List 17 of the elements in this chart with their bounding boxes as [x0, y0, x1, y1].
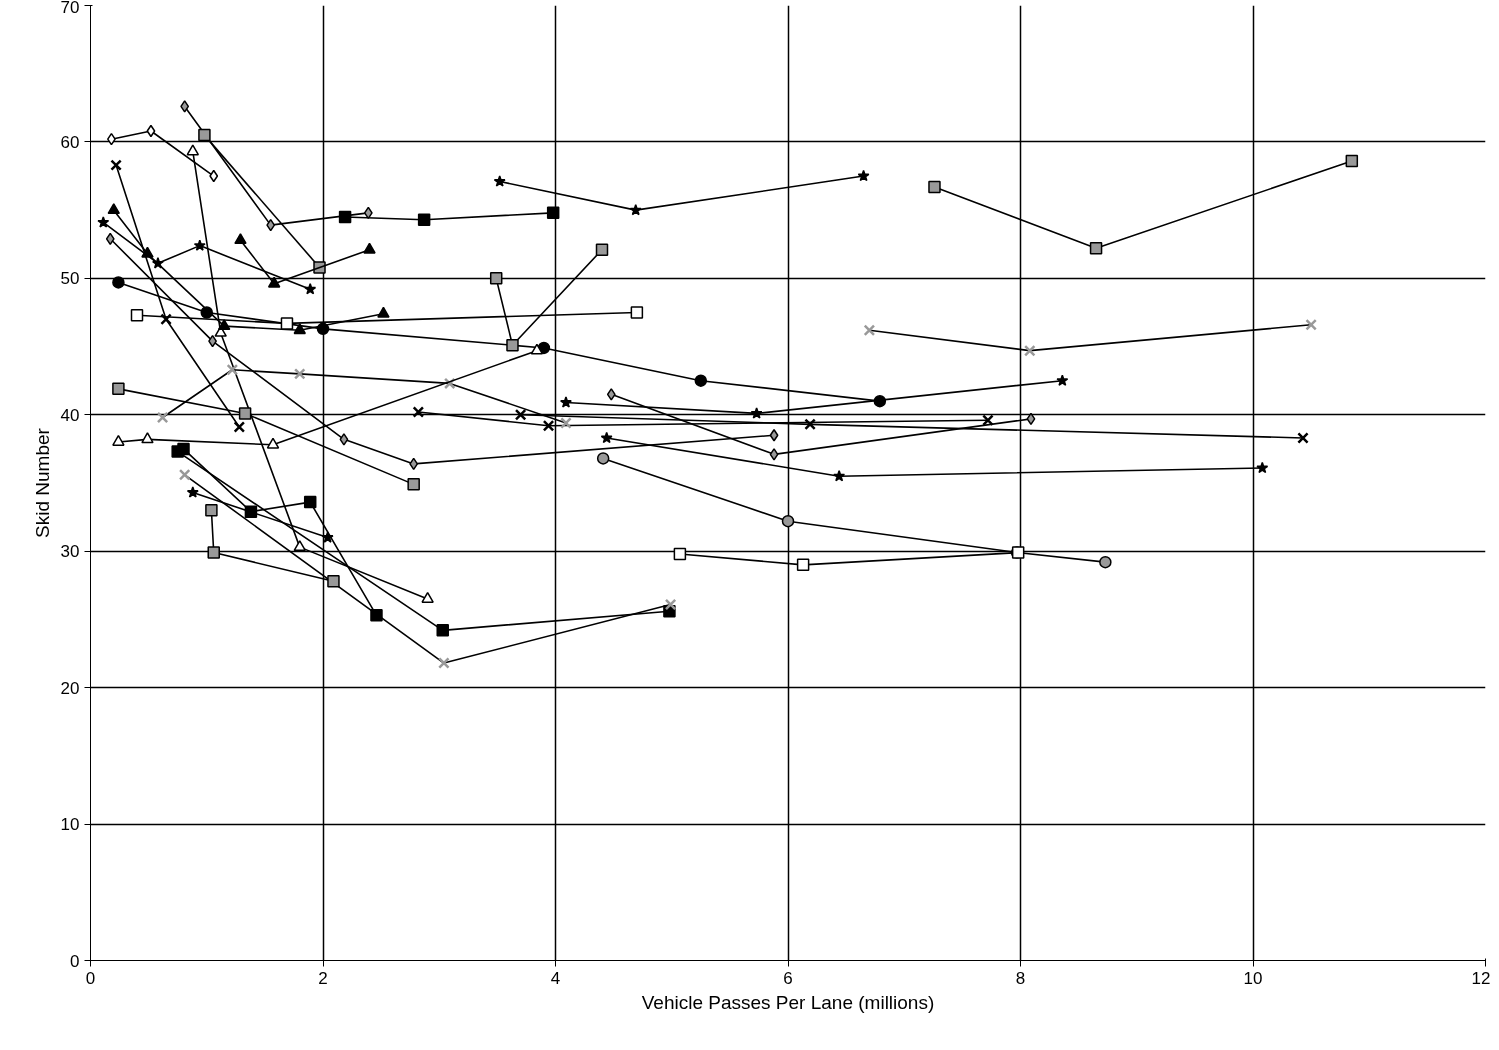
x-tick-label: 8: [1015, 968, 1026, 988]
x-tick-label: 2: [318, 968, 328, 988]
y-tick-label: 0: [70, 951, 80, 971]
y-tick-label: 40: [60, 405, 80, 425]
x-tick-label: 4: [550, 968, 561, 988]
y-tick-label: 70: [60, 0, 80, 17]
y-tick-label: 20: [60, 678, 80, 698]
x-tick-label: 0: [85, 968, 96, 988]
x-tick-label: 12: [1471, 968, 1491, 988]
y-tick-label: 60: [60, 132, 80, 152]
y-tick-label: 50: [60, 269, 80, 289]
x-tick-label: 6: [783, 968, 793, 988]
y-tick-label: 30: [60, 542, 80, 562]
x-axis-title: Vehicle Passes Per Lane (millions): [641, 991, 935, 1013]
y-axis-title: Skid Number: [31, 427, 53, 538]
y-tick-label: 10: [60, 815, 80, 835]
x-tick-label: 10: [1243, 968, 1263, 988]
